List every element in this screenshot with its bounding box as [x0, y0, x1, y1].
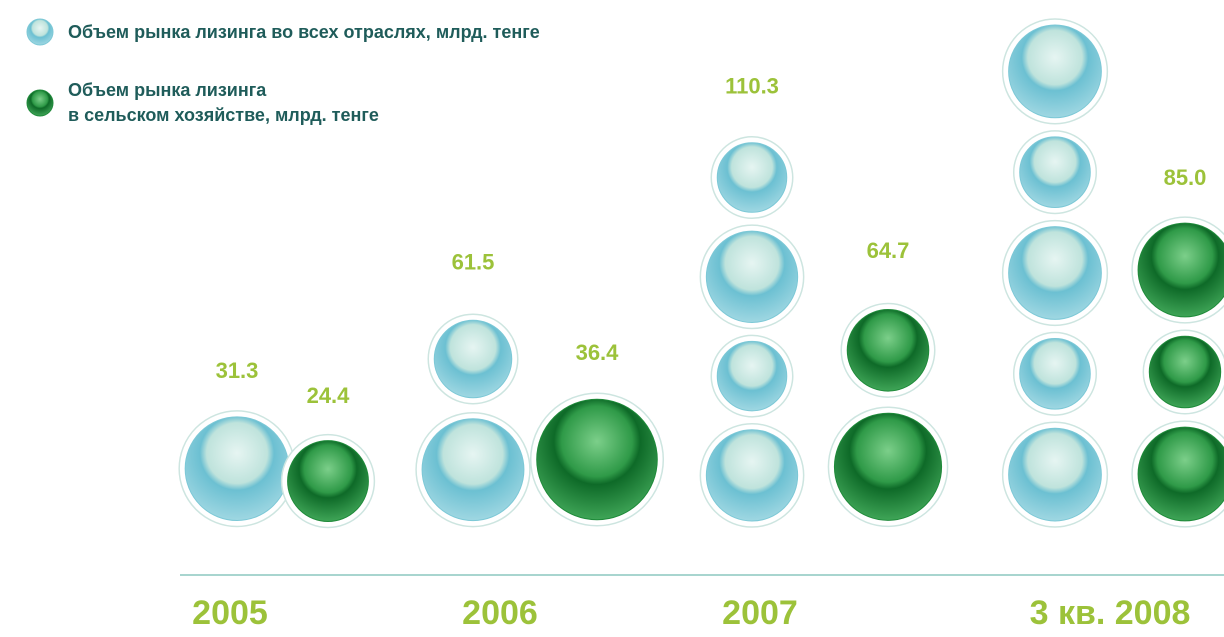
bubble: [833, 412, 943, 521]
value-label: 110.3: [725, 74, 779, 99]
bubble: [421, 418, 525, 522]
bubble: [705, 230, 799, 323]
bubble: [536, 398, 658, 521]
bubble-column: [699, 136, 805, 528]
bubble: [1008, 226, 1102, 320]
bubble: [1137, 426, 1224, 522]
x-tick-label: 2007: [722, 594, 798, 632]
bubble: [1008, 427, 1102, 522]
bubble-column: [1001, 18, 1109, 528]
bubble: [846, 309, 930, 392]
value-label: 85.0: [1164, 165, 1207, 190]
value-label: 64.7: [867, 238, 910, 263]
x-tick-label: 2005: [192, 594, 268, 632]
legend-label: Объем рынка лизинга в сельском хозяйстве…: [68, 80, 379, 125]
bubble-column: [415, 313, 531, 528]
bubble: [287, 440, 369, 522]
x-tick-label: 2006: [462, 594, 538, 632]
bubble: [184, 416, 290, 521]
bubble-column: [280, 433, 376, 529]
value-label: 61.5: [452, 249, 495, 274]
legend-label: Объем рынка лизинга во всех отраслях, мл…: [68, 22, 540, 42]
value-label: 31.3: [216, 358, 259, 383]
bubble: [716, 142, 788, 213]
legend-marker: [26, 18, 54, 46]
bubble: [433, 319, 513, 399]
bubble: [1019, 338, 1091, 410]
bubble: [1008, 24, 1102, 119]
bubble: [1019, 136, 1091, 208]
bubble: [1148, 335, 1222, 409]
bubble: [1137, 222, 1224, 318]
bubble: [705, 429, 799, 522]
bubble-column: [178, 410, 296, 528]
bubble: [716, 340, 788, 412]
bubble-column: [827, 302, 949, 528]
value-label: 24.4: [307, 383, 351, 408]
x-tick-label: 3 кв. 2008: [1030, 594, 1191, 632]
bubble-column: [1131, 216, 1224, 528]
value-label: 36.4: [576, 340, 620, 365]
legend-marker: [26, 89, 54, 117]
bubble-column: [529, 392, 665, 527]
